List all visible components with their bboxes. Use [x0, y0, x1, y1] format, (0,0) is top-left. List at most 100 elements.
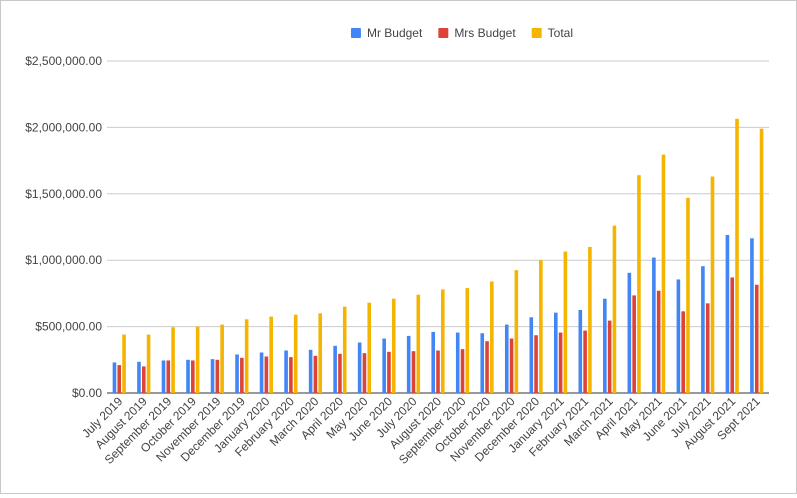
- bar-mr-budget[interactable]: [701, 266, 705, 393]
- bar-total[interactable]: [122, 334, 126, 393]
- bar-total[interactable]: [563, 251, 568, 393]
- bar-mrs-budget[interactable]: [681, 311, 685, 393]
- bar-mrs-budget[interactable]: [338, 353, 342, 393]
- bar-total[interactable]: [686, 197, 690, 393]
- bar-mrs-budget[interactable]: [240, 357, 244, 393]
- bar-mrs-budget[interactable]: [387, 351, 391, 393]
- bar-mr-budget[interactable]: [627, 272, 632, 393]
- bar-mr-budget[interactable]: [431, 331, 435, 393]
- bar-total[interactable]: [735, 118, 739, 393]
- bar-mrs-budget[interactable]: [117, 365, 122, 393]
- bar-mr-budget[interactable]: [725, 234, 730, 393]
- legend-item-mr-budget[interactable]: Mr Budget: [350, 26, 423, 40]
- legend-label: Total: [548, 26, 573, 40]
- bar-total[interactable]: [269, 316, 273, 393]
- bar-total[interactable]: [661, 154, 666, 393]
- bar-mr-budget[interactable]: [259, 352, 264, 393]
- bar-mrs-budget[interactable]: [141, 366, 146, 393]
- bar-mr-budget[interactable]: [210, 359, 215, 393]
- bar-total[interactable]: [244, 319, 249, 393]
- bar-mr-budget[interactable]: [137, 361, 141, 393]
- bar-mr-budget[interactable]: [406, 335, 411, 393]
- bar-mrs-budget[interactable]: [411, 351, 416, 393]
- bar-mrs-budget[interactable]: [632, 295, 636, 393]
- bar-mrs-budget[interactable]: [264, 356, 269, 393]
- y-tick-label: $1,000,000.00: [25, 253, 102, 267]
- bar-total[interactable]: [637, 175, 641, 393]
- bar-total[interactable]: [539, 260, 543, 393]
- bar-total[interactable]: [612, 225, 617, 393]
- legend-item-total[interactable]: Total: [531, 26, 573, 40]
- bar-mr-budget[interactable]: [504, 324, 509, 393]
- bar-mrs-budget[interactable]: [730, 277, 735, 393]
- bar-total[interactable]: [367, 302, 372, 393]
- bar-mrs-budget[interactable]: [166, 360, 171, 393]
- bar-mrs-budget[interactable]: [436, 350, 440, 393]
- bar-total[interactable]: [293, 314, 298, 393]
- legend: Mr Budget Mrs Budget Total: [350, 26, 573, 40]
- bar-mrs-budget[interactable]: [583, 330, 587, 393]
- bar-mrs-budget[interactable]: [289, 357, 293, 393]
- bar-total[interactable]: [391, 298, 396, 393]
- bar-mr-budget[interactable]: [333, 345, 337, 393]
- bar-mrs-budget[interactable]: [509, 338, 514, 393]
- bar-mrs-budget[interactable]: [460, 349, 465, 393]
- bar-mr-budget[interactable]: [529, 317, 534, 393]
- bar-mr-budget[interactable]: [308, 349, 313, 393]
- bar-total[interactable]: [710, 176, 715, 393]
- bar-total[interactable]: [342, 306, 347, 393]
- bar-mr-budget[interactable]: [652, 257, 656, 393]
- bar-mr-budget[interactable]: [750, 238, 754, 393]
- bar-total[interactable]: [220, 324, 224, 393]
- y-tick-label: $2,000,000.00: [25, 120, 102, 134]
- bar-mrs-budget[interactable]: [705, 303, 710, 393]
- legend-label: Mr Budget: [367, 26, 423, 40]
- bar-mr-budget[interactable]: [235, 354, 239, 393]
- bar-total[interactable]: [514, 270, 519, 393]
- bar-total[interactable]: [171, 327, 175, 393]
- bar-mr-budget[interactable]: [553, 312, 558, 393]
- y-tick-label: $1,500,000.00: [25, 187, 102, 201]
- bar-mr-budget[interactable]: [112, 362, 117, 393]
- bar-mrs-budget[interactable]: [191, 360, 195, 393]
- bar-mrs-budget[interactable]: [534, 335, 538, 393]
- y-axis: $0.00 $500,000.00 $1,000,000.00 $1,500,000.…: [25, 54, 102, 400]
- bar-total[interactable]: [416, 294, 421, 393]
- bar-mr-budget[interactable]: [161, 360, 166, 393]
- bar-mrs-budget[interactable]: [754, 284, 759, 393]
- y-tick-label: $2,500,000.00: [25, 54, 102, 68]
- bar-mrs-budget[interactable]: [485, 341, 489, 393]
- bar-mrs-budget[interactable]: [558, 332, 563, 393]
- bar-total[interactable]: [588, 246, 592, 393]
- bar-mr-budget[interactable]: [455, 332, 460, 393]
- bar-total[interactable]: [146, 334, 151, 393]
- bar-mrs-budget[interactable]: [215, 359, 220, 393]
- bar-total[interactable]: [318, 313, 323, 393]
- bar-mr-budget[interactable]: [578, 310, 583, 393]
- bar-total[interactable]: [465, 288, 470, 393]
- legend-label: Mrs Budget: [454, 26, 516, 40]
- bar-total[interactable]: [490, 281, 494, 393]
- legend-item-mrs-budget[interactable]: Mrs Budget: [438, 26, 516, 40]
- legend-swatch: [438, 28, 449, 38]
- y-tick-label: $0.00: [72, 386, 102, 400]
- bar-mr-budget[interactable]: [357, 342, 362, 393]
- bar-mr-budget[interactable]: [382, 338, 386, 393]
- bar-total[interactable]: [759, 128, 764, 393]
- bar-mrs-budget[interactable]: [313, 355, 318, 393]
- bars: [112, 118, 764, 393]
- bar-total[interactable]: [195, 326, 200, 393]
- bar-total[interactable]: [441, 289, 445, 393]
- bar-mr-budget[interactable]: [676, 279, 681, 393]
- bar-mrs-budget[interactable]: [607, 320, 612, 393]
- bar-mrs-budget[interactable]: [656, 290, 661, 393]
- bar-mrs-budget[interactable]: [362, 353, 367, 393]
- bar-mr-budget[interactable]: [284, 350, 288, 393]
- bar-mr-budget[interactable]: [480, 333, 485, 393]
- bar-mr-budget[interactable]: [186, 359, 190, 393]
- bar-mr-budget[interactable]: [603, 298, 607, 393]
- legend-swatch: [531, 28, 542, 38]
